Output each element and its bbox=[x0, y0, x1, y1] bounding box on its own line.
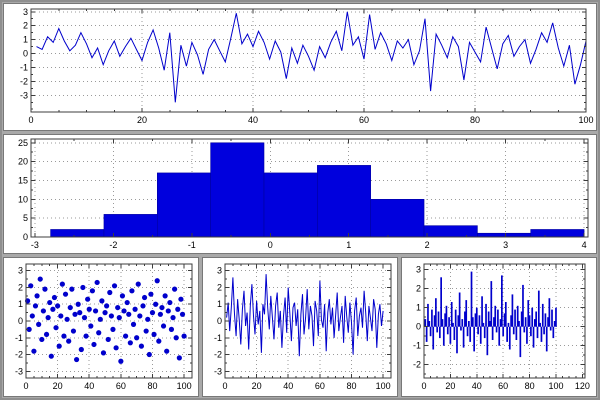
svg-text:0: 0 bbox=[28, 115, 33, 125]
svg-text:20: 20 bbox=[252, 381, 262, 391]
svg-text:3: 3 bbox=[18, 266, 23, 276]
impulse-chart: 0 20 40 60 80 100 120 3 2 1 0 -1 -2 bbox=[413, 263, 590, 391]
svg-text:-2: -2 bbox=[20, 76, 28, 86]
svg-text:25: 25 bbox=[18, 138, 28, 148]
panel-scatter: 0 20 40 60 80 100 3 2 1 0 -1 -2 -3 bbox=[3, 257, 199, 397]
svg-text:0: 0 bbox=[268, 240, 273, 250]
svg-text:2: 2 bbox=[217, 282, 222, 292]
svg-text:-3: -3 bbox=[20, 90, 28, 100]
svg-text:0: 0 bbox=[421, 381, 426, 391]
svg-text:2: 2 bbox=[23, 21, 28, 31]
svg-text:40: 40 bbox=[283, 381, 293, 391]
svg-text:2: 2 bbox=[416, 284, 421, 294]
svg-text:-3: -3 bbox=[15, 366, 23, 376]
svg-text:3: 3 bbox=[217, 266, 222, 276]
scatter-chart: 0 20 40 60 80 100 3 2 1 0 -1 -2 -3 bbox=[15, 263, 193, 391]
svg-text:80: 80 bbox=[346, 381, 356, 391]
svg-text:20: 20 bbox=[53, 381, 63, 391]
svg-text:100: 100 bbox=[376, 381, 391, 391]
panel-noise-line: 0 20 40 60 80 100 3 2 1 0 -1 -2 -3 bbox=[202, 257, 398, 397]
svg-text:0: 0 bbox=[23, 232, 28, 242]
svg-text:40: 40 bbox=[472, 381, 482, 391]
svg-text:3: 3 bbox=[503, 240, 508, 250]
svg-text:20: 20 bbox=[445, 381, 455, 391]
timeseries-chart: 0 20 40 60 80 100 3 2 1 0 -1 -2 -3 bbox=[20, 7, 594, 125]
svg-text:120: 120 bbox=[575, 381, 590, 391]
svg-text:80: 80 bbox=[147, 381, 157, 391]
noise-line-chart: 0 20 40 60 80 100 3 2 1 0 -1 -2 -3 bbox=[214, 263, 392, 391]
svg-text:5: 5 bbox=[23, 213, 28, 223]
svg-text:80: 80 bbox=[525, 381, 535, 391]
svg-text:-1: -1 bbox=[188, 240, 196, 250]
svg-text:0: 0 bbox=[23, 381, 28, 391]
panel-impulse: 0 20 40 60 80 100 120 3 2 1 0 -1 -2 bbox=[401, 257, 597, 397]
svg-text:4: 4 bbox=[582, 240, 587, 250]
svg-text:0: 0 bbox=[217, 316, 222, 326]
panel-timeseries: 0 20 40 60 80 100 3 2 1 0 -1 -2 -3 bbox=[3, 3, 597, 131]
svg-text:0: 0 bbox=[23, 49, 28, 59]
svg-text:3: 3 bbox=[416, 265, 421, 275]
svg-text:100: 100 bbox=[548, 381, 563, 391]
svg-text:-3: -3 bbox=[31, 240, 39, 250]
svg-text:-3: -3 bbox=[214, 366, 222, 376]
svg-text:-1: -1 bbox=[20, 62, 28, 72]
svg-text:0: 0 bbox=[416, 322, 421, 332]
bottom-panel-row: 0 20 40 60 80 100 3 2 1 0 -1 -2 -3 0 20 40 60 80 100 3 2 1 0-… bbox=[3, 257, 597, 397]
svg-text:-1: -1 bbox=[15, 333, 23, 343]
svg-text:1: 1 bbox=[416, 303, 421, 313]
svg-text:2: 2 bbox=[18, 282, 23, 292]
panel-histogram: -3 -2 -1 0 1 2 3 4 0 5 10 15 20 25 bbox=[3, 134, 597, 254]
svg-text:1: 1 bbox=[217, 299, 222, 309]
svg-text:1: 1 bbox=[23, 35, 28, 45]
svg-text:100: 100 bbox=[177, 381, 192, 391]
svg-text:3: 3 bbox=[23, 7, 28, 17]
svg-text:80: 80 bbox=[470, 115, 480, 125]
svg-text:1: 1 bbox=[18, 299, 23, 309]
svg-text:-2: -2 bbox=[15, 350, 23, 360]
svg-text:60: 60 bbox=[498, 381, 508, 391]
histogram-chart: -3 -2 -1 0 1 2 3 4 0 5 10 15 20 25 bbox=[18, 138, 589, 250]
svg-text:0: 0 bbox=[18, 316, 23, 326]
svg-text:1: 1 bbox=[346, 240, 351, 250]
svg-text:2: 2 bbox=[425, 240, 430, 250]
svg-text:60: 60 bbox=[116, 381, 126, 391]
svg-text:60: 60 bbox=[315, 381, 325, 391]
svg-text:60: 60 bbox=[359, 115, 369, 125]
svg-text:-1: -1 bbox=[214, 333, 222, 343]
svg-text:-2: -2 bbox=[109, 240, 117, 250]
svg-text:0: 0 bbox=[222, 381, 227, 391]
svg-text:10: 10 bbox=[18, 194, 28, 204]
svg-text:20: 20 bbox=[137, 115, 147, 125]
svg-text:-2: -2 bbox=[413, 360, 421, 370]
svg-text:100: 100 bbox=[578, 115, 593, 125]
svg-text:-2: -2 bbox=[214, 350, 222, 360]
svg-text:-1: -1 bbox=[413, 341, 421, 351]
svg-text:40: 40 bbox=[248, 115, 258, 125]
svg-text:15: 15 bbox=[18, 175, 28, 185]
svg-text:20: 20 bbox=[18, 157, 28, 167]
svg-text:40: 40 bbox=[84, 381, 94, 391]
